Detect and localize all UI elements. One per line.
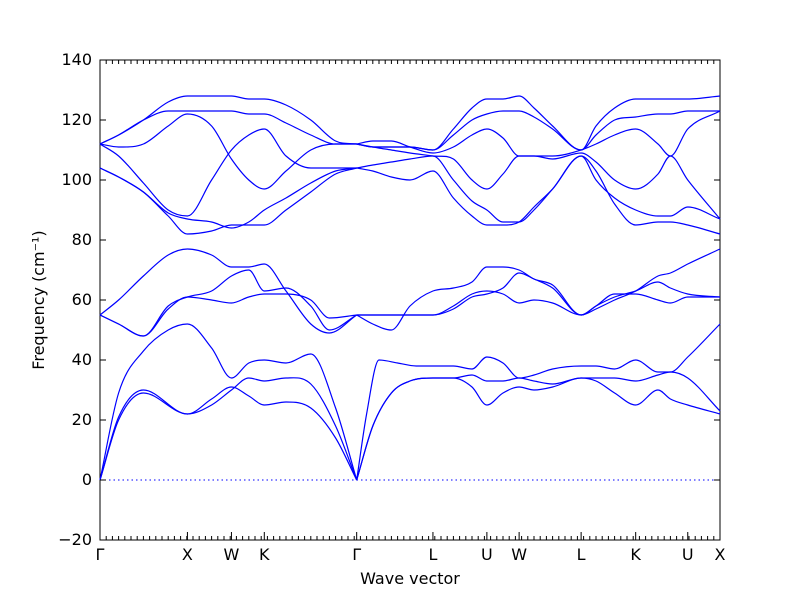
- plot-frame: [99, 59, 721, 541]
- x-tick-label: W: [224, 545, 240, 564]
- x-axis-label: Wave vector: [360, 569, 460, 588]
- x-tick-label: Γ: [352, 545, 361, 564]
- band-lines: [99, 95, 721, 481]
- x-tick-label: L: [577, 545, 586, 564]
- x-tick-label: X: [182, 545, 193, 564]
- y-tick-label: 20: [72, 410, 92, 429]
- y-tick-label: 120: [61, 110, 92, 129]
- band-line-21: [356, 143, 721, 220]
- band-line-14: [99, 167, 357, 235]
- band-line-12: [356, 290, 720, 316]
- x-tick-label: X: [715, 545, 726, 564]
- band-line-9: [99, 248, 358, 334]
- y-tick-label: 140: [61, 50, 92, 69]
- y-axis-label-text: Frequency: [29, 287, 48, 370]
- band-line-16: [99, 113, 357, 190]
- band-line-8: [99, 293, 357, 337]
- band-line-2: [99, 377, 358, 481]
- band-line-19: [356, 155, 721, 235]
- x-tick-label: K: [630, 545, 641, 564]
- y-tick-label: 80: [72, 230, 92, 249]
- band-line-3: [99, 323, 358, 481]
- band-line-15: [99, 128, 357, 217]
- band-line-22: [356, 110, 721, 157]
- x-tick-label: W: [511, 545, 527, 564]
- y-tick-label: 60: [72, 290, 92, 309]
- band-line-6: [356, 323, 721, 481]
- x-tick-label: U: [682, 545, 694, 564]
- y-axis-label-unit: (cm⁻¹): [29, 230, 48, 282]
- y-tick-label: 100: [61, 170, 92, 189]
- band-line-18: [99, 95, 357, 145]
- band-line-20: [356, 155, 721, 223]
- band-line-10: [356, 248, 721, 331]
- x-tick-label: K: [259, 545, 270, 564]
- band-line-11: [356, 272, 721, 316]
- x-tick-label: L: [428, 545, 437, 564]
- band-line-4: [356, 377, 721, 481]
- band-line-5: [356, 371, 721, 481]
- y-axis: −20 0 20 40 60 80 100 120 140: [58, 50, 720, 549]
- band-line-24: [356, 95, 721, 151]
- x-tick-label: Γ: [96, 545, 105, 564]
- y-tick-label: 0: [82, 470, 92, 489]
- band-line-1: [99, 386, 358, 481]
- band-line-17: [99, 110, 357, 145]
- x-tick-label: U: [481, 545, 493, 564]
- y-tick-label: 40: [72, 350, 92, 369]
- plot-area: [99, 59, 721, 541]
- band-line-23: [356, 110, 720, 151]
- y-axis-label: Frequency (cm⁻¹): [29, 230, 48, 369]
- y-tick-label: −20: [58, 530, 92, 549]
